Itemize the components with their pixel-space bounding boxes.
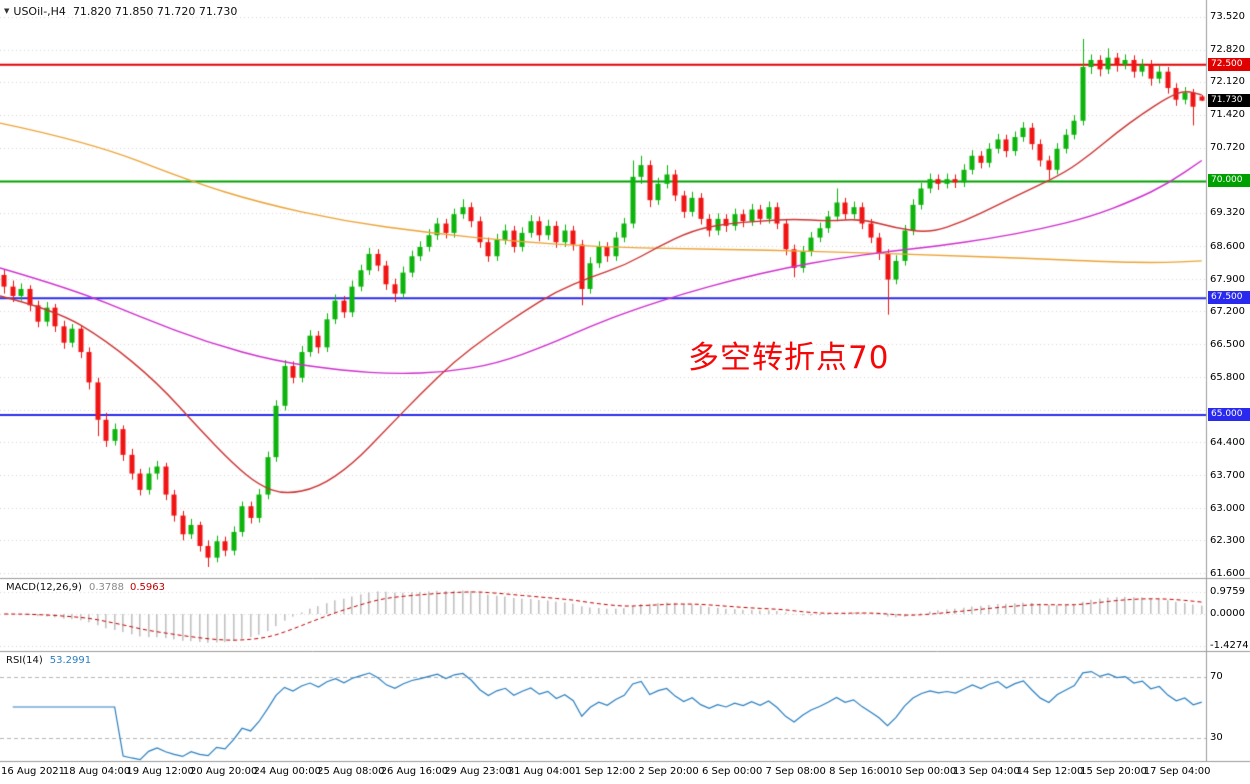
chart-title-bar: ▼ USOil-,H4 71.820 71.850 71.720 71.730 — [4, 5, 237, 18]
time-axis-label: 7 Sep 08:00 — [765, 766, 826, 777]
price-tick-label: 67.900 — [1210, 273, 1245, 285]
price-tick-label: 63.700 — [1210, 469, 1245, 481]
time-axis-label: 8 Sep 16:00 — [829, 766, 890, 777]
price-tick-label: 67.200 — [1210, 306, 1245, 318]
time-axis-label: 13 Sep 04:00 — [953, 766, 1020, 777]
time-axis-label: 20 Aug 20:00 — [189, 766, 258, 777]
macd-axis-label: 0.0000 — [1210, 608, 1245, 619]
price-tick-label: 71.420 — [1210, 109, 1245, 121]
rsi-indicator-label: RSI(14) 53.2991 — [6, 655, 91, 666]
time-axis-label: 17 Sep 04:00 — [1143, 766, 1211, 777]
time-axis-label: 31 Aug 04:00 — [507, 766, 576, 777]
rsi-name: RSI(14) — [6, 655, 43, 666]
time-axis-label: 1 Sep 12:00 — [574, 766, 636, 777]
price-tick-label: 73.520 — [1210, 11, 1245, 22]
price-tick-label: 62.300 — [1210, 535, 1245, 547]
time-axis-label: 26 Aug 16:00 — [380, 766, 449, 777]
price-tick-label: 61.600 — [1210, 568, 1245, 579]
chart-annotation: 多空转折点70 — [688, 340, 890, 376]
time-axis-label: 10 Sep 00:00 — [889, 766, 957, 777]
macd-value-main: 0.3788 — [88, 582, 124, 593]
price-tick-label: 70.720 — [1210, 141, 1245, 153]
price-tick-label: 72.120 — [1210, 76, 1245, 88]
time-axis-label: 15 Sep 20:00 — [1080, 766, 1147, 777]
price-tick-label: 72.820 — [1210, 43, 1245, 55]
ohlc-readout: 71.820 71.850 71.720 71.730 — [72, 5, 238, 18]
time-axis-label: 14 Sep 12:00 — [1016, 766, 1084, 777]
time-axis-label: 24 Aug 00:00 — [253, 766, 321, 777]
price-tick-label: 63.000 — [1210, 502, 1245, 514]
time-axis-label: 19 Aug 12:00 — [126, 766, 194, 777]
macd-name: MACD(12,26,9) — [6, 582, 82, 593]
rsi-axis-label: 70 — [1210, 670, 1223, 682]
price-tick-label: 65.800 — [1210, 371, 1245, 383]
symbol-label: USOil-,H4 — [13, 5, 66, 18]
macd-axis-label: -1.4274 — [1210, 640, 1249, 652]
time-axis-label: 16 Aug 2021 — [0, 766, 66, 777]
time-axis-label: 6 Sep 00:00 — [701, 766, 763, 777]
rsi-axis-label: 30 — [1210, 731, 1223, 743]
price-level-badge: 72.500 — [1208, 57, 1250, 71]
price-tick-label: 69.320 — [1210, 207, 1245, 219]
price-level-badge: 70.000 — [1208, 174, 1250, 188]
price-tick-label: 68.600 — [1210, 240, 1245, 252]
price-level-badge: 65.000 — [1208, 408, 1250, 422]
macd-indicator-label: MACD(12,26,9) 0.3788 0.5963 — [6, 582, 165, 593]
time-axis-label: 2 Sep 20:00 — [638, 766, 699, 777]
time-axis[interactable]: 16 Aug 2021 18 Aug 04:00 19 Aug 12:00 20 Au… — [0, 764, 1250, 784]
current-price-badge: 71.730 — [1208, 93, 1250, 107]
price-axis[interactable]: 73.520 72.820 72.120 71.420 70.720 69.320 68.6… — [1208, 0, 1250, 762]
price-tick-label: 64.400 — [1210, 437, 1245, 449]
macd-value-signal: 0.5963 — [129, 582, 165, 593]
macd-axis-label: 0.9759 — [1210, 586, 1245, 598]
price-level-badge: 67.500 — [1208, 291, 1250, 305]
time-axis-label: 18 Aug 04:00 — [62, 766, 131, 777]
price-tick-label: 66.500 — [1210, 339, 1245, 351]
symbol-marker-icon[interactable]: ▼ — [4, 7, 10, 15]
rsi-value: 53.2991 — [49, 655, 92, 666]
time-axis-label: 29 Aug 23:00 — [444, 766, 512, 777]
time-axis-label: 25 Aug 08:00 — [317, 766, 385, 777]
